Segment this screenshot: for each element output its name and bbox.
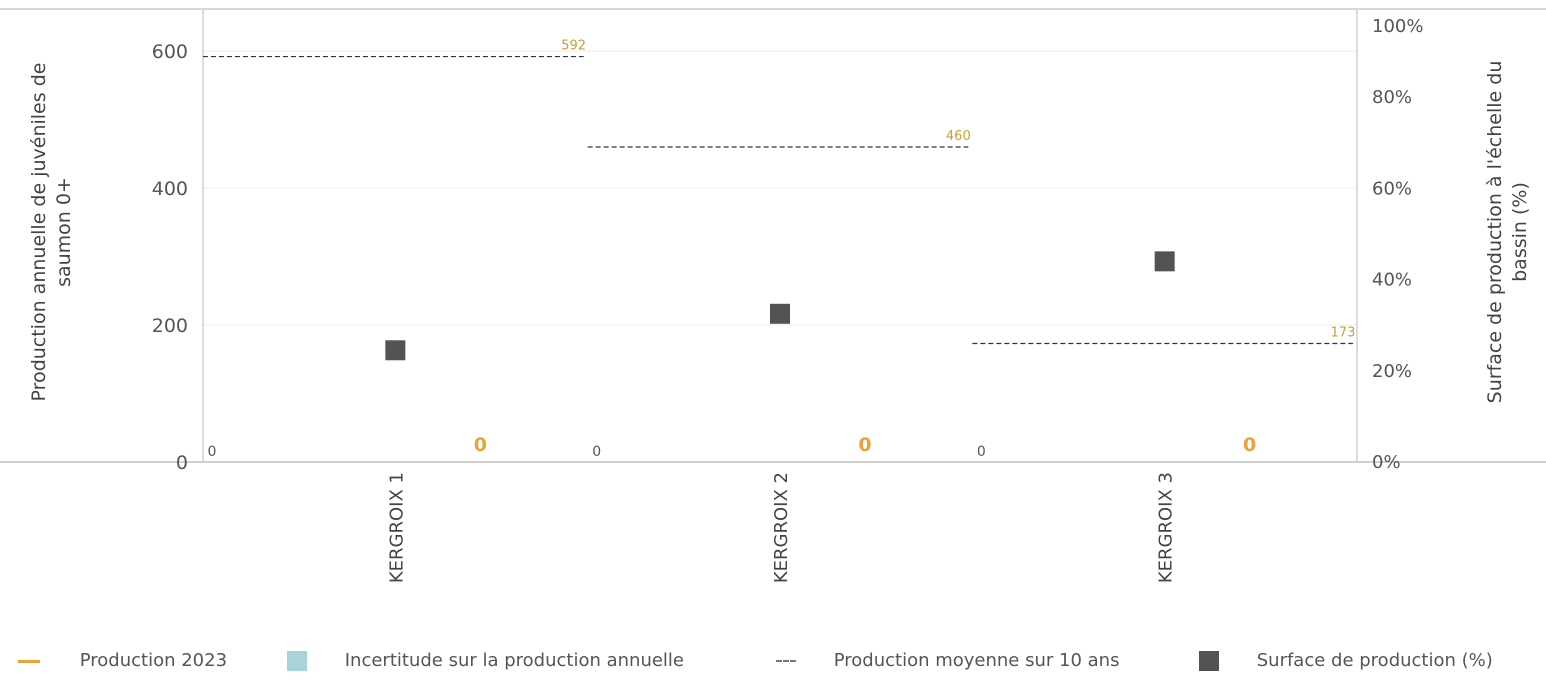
left-tick-label: 400	[152, 178, 188, 200]
average-label: 460	[946, 129, 971, 144]
legend-label: Production 2023	[79, 650, 228, 671]
dashed-line-icon	[776, 660, 796, 662]
right-axis-ticks: 0% 20% 40% 60% 80% 100%	[1372, 16, 1423, 473]
legend-item-surface: Surface de production (%)	[1199, 650, 1493, 671]
category-label: KERGROIX 3	[1156, 472, 1177, 583]
surface-marker	[385, 340, 406, 361]
legend-item-average: Production moyenne sur 10 ans	[776, 650, 1119, 671]
uncertainty-labels: 0 0 0	[208, 444, 986, 460]
left-axis-ticks: 0 200 400 600	[152, 41, 188, 474]
right-tick-label: 80%	[1372, 87, 1412, 108]
right-tick-label: 60%	[1372, 178, 1412, 199]
dark-square-icon	[1199, 651, 1219, 671]
right-tick-label: 40%	[1372, 270, 1412, 291]
uncertainty-label: 0	[592, 444, 601, 460]
right-tick-label: 20%	[1372, 361, 1412, 382]
chart: 0 200 400 600 0% 20% 40% 60% 80% 100% KERGROIX 1…	[0, 8, 1546, 583]
category-label: KERGROIX 1	[386, 472, 407, 583]
uncertainty-label: 0	[208, 444, 217, 460]
plot-frame	[0, 8, 1546, 463]
production-2023-label: 0	[474, 434, 487, 456]
category-labels: KERGROIX 1 KERGROIX 2 KERGROIX 3	[386, 472, 1176, 583]
right-tick-label: 100%	[1372, 16, 1423, 37]
left-axis-title-line2: saumon 0+	[53, 177, 75, 287]
grid-lines	[203, 50, 1357, 326]
production-2023-label: 0	[1243, 434, 1256, 456]
left-tick-label: 200	[152, 315, 188, 337]
legend-label: Surface de production (%)	[1256, 650, 1493, 671]
average-label: 592	[561, 39, 586, 54]
legend-item-production-2023: Production 2023	[18, 650, 227, 671]
uncertainty-label: 0	[977, 444, 986, 460]
right-axis-title-line2: bassin (%)	[1509, 182, 1531, 282]
left-tick-label: 600	[152, 41, 188, 63]
left-tick-label: 0	[176, 452, 188, 474]
left-axis-title: Production annuelle de juvéniles de	[28, 63, 50, 402]
average-lines: 592 460 173	[203, 39, 1356, 345]
average-label: 173	[1331, 326, 1356, 341]
legend-label: Production moyenne sur 10 ans	[833, 650, 1120, 671]
legend-item-uncertainty: Incertitude sur la production annuelle	[287, 650, 684, 671]
legend: Production 2023 Incertitude sur la produ…	[0, 640, 1546, 680]
category-label: KERGROIX 2	[771, 472, 792, 583]
production-2023-label: 0	[858, 434, 871, 456]
surface-marker	[770, 303, 790, 324]
orange-dash-icon	[18, 659, 40, 663]
right-axis-title: Surface de production à l'échelle du	[1484, 61, 1506, 404]
surface-markers	[385, 251, 1175, 361]
production-2023-labels: 0 0 0	[474, 434, 1257, 456]
teal-square-icon	[287, 651, 307, 671]
surface-marker	[1154, 251, 1175, 272]
legend-label: Incertitude sur la production annuelle	[344, 650, 685, 671]
right-tick-label: 0%	[1372, 452, 1401, 473]
